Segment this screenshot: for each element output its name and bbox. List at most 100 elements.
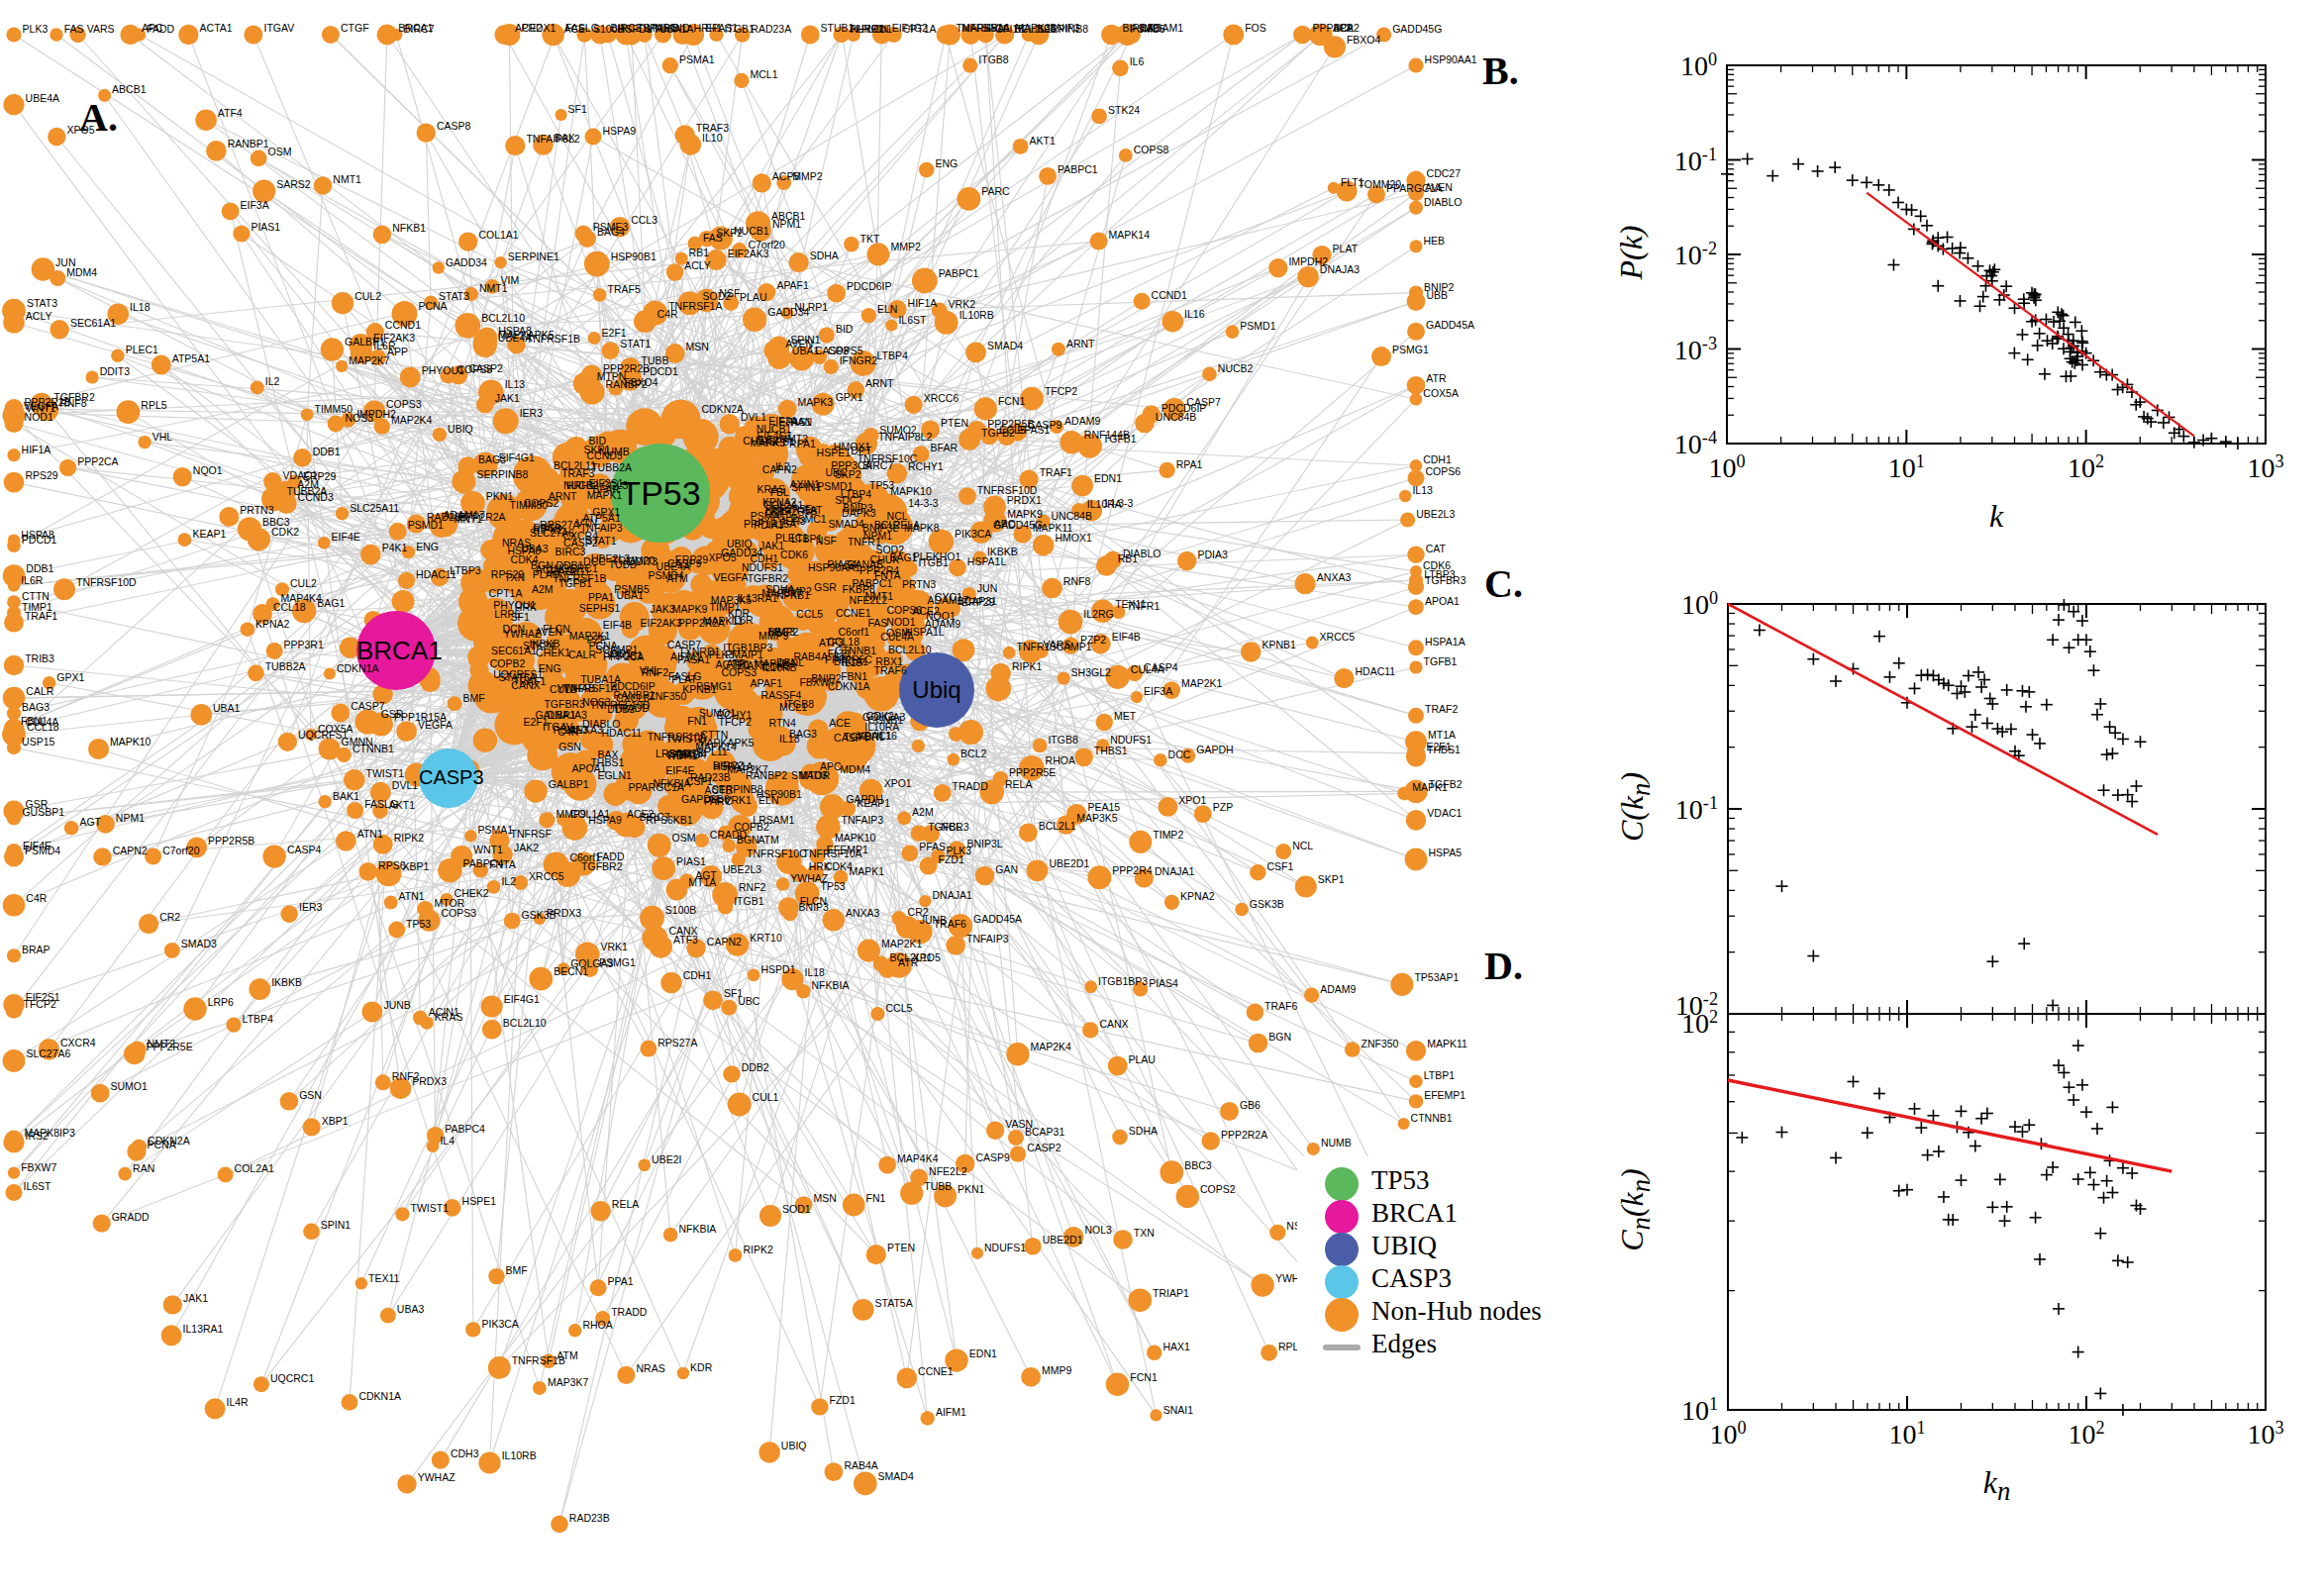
svg-text:SF1: SF1 <box>568 103 587 115</box>
svg-text:XPO1: XPO1 <box>1178 794 1206 806</box>
svg-text:MAPK14: MAPK14 <box>1109 229 1151 241</box>
svg-text:FCN1: FCN1 <box>998 395 1026 407</box>
svg-text:IKBKB: IKBKB <box>271 976 302 988</box>
svg-text:UBE2I: UBE2I <box>652 1153 681 1165</box>
svg-text:TRADD: TRADD <box>953 780 989 792</box>
svg-text:GRADD: GRADD <box>112 1211 150 1223</box>
svg-text:CTNNB1: CTNNB1 <box>353 743 394 754</box>
svg-text:SOD1: SOD1 <box>782 1203 811 1215</box>
svg-text:SLC27A6: SLC27A6 <box>26 1047 70 1059</box>
svg-text:TNFRSF10A: TNFRSF10A <box>648 731 707 743</box>
svg-text:EFEMP1: EFEMP1 <box>1424 1089 1465 1101</box>
svg-text:PKN1: PKN1 <box>486 490 514 502</box>
svg-text:HMOX1: HMOX1 <box>834 441 871 452</box>
svg-text:PLEC1: PLEC1 <box>126 344 158 355</box>
svg-text:BFAR: BFAR <box>931 442 959 453</box>
svg-text:DDB2: DDB2 <box>742 1061 769 1073</box>
svg-text:IL6ST: IL6ST <box>898 314 927 326</box>
svg-text:TIMP1: TIMP1 <box>22 601 52 613</box>
svg-text:CDKN1A: CDKN1A <box>828 680 870 692</box>
svg-text:TEX11: TEX11 <box>368 1272 399 1284</box>
svg-text:XRCC5: XRCC5 <box>529 870 564 882</box>
svg-text:NMT1: NMT1 <box>479 282 508 294</box>
svg-text:EIF2S1: EIF2S1 <box>26 991 60 1003</box>
svg-text:TOMM20: TOMM20 <box>1359 178 1402 190</box>
svg-text:GADD34: GADD34 <box>446 256 487 268</box>
svg-text:CASP8: CASP8 <box>437 120 471 132</box>
svg-text:GADD45G: GADD45G <box>1392 23 1442 35</box>
svg-text:BECN1: BECN1 <box>554 965 588 977</box>
svg-text:BNIP3: BNIP3 <box>1050 22 1080 34</box>
svg-text:ATM: ATM <box>556 1349 577 1361</box>
svg-text:PLAU: PLAU <box>1129 1053 1156 1065</box>
svg-text:JAK1: JAK1 <box>495 392 520 404</box>
svg-text:IL6ST: IL6ST <box>24 1180 52 1192</box>
svg-text:TNFR1: TNFR1 <box>1126 600 1160 612</box>
svg-text:DNAJA1: DNAJA1 <box>1155 865 1194 877</box>
svg-text:BIRC2: BIRC2 <box>713 759 744 771</box>
svg-text:CASP4: CASP4 <box>287 844 322 855</box>
svg-text:ITGB1: ITGB1 <box>734 895 764 907</box>
svg-text:CAPN2: CAPN2 <box>707 936 742 948</box>
svg-text:SDHA: SDHA <box>810 249 839 261</box>
svg-text:UBC: UBC <box>738 995 760 1007</box>
svg-text:PTEN: PTEN <box>887 1242 915 1253</box>
svg-text:RB1: RB1 <box>689 247 710 258</box>
svg-text:RPS27A: RPS27A <box>657 1037 697 1048</box>
svg-text:TUBB2A: TUBB2A <box>265 660 306 672</box>
svg-text:HAX1: HAX1 <box>1162 1341 1190 1352</box>
svg-text:MAP4K4: MAP4K4 <box>755 657 796 669</box>
svg-text:CAPN2: CAPN2 <box>762 463 797 475</box>
svg-text:KPNA2: KPNA2 <box>255 618 290 630</box>
svg-text:PSMA1: PSMA1 <box>679 53 715 65</box>
svg-text:UBC: UBC <box>826 466 849 478</box>
svg-text:RAB4A: RAB4A <box>844 1459 877 1471</box>
svg-text:TWIST1: TWIST1 <box>411 1202 450 1214</box>
svg-text:CALR: CALR <box>26 685 53 697</box>
svg-text:OSM: OSM <box>268 146 292 157</box>
svg-text:NFKBIA: NFKBIA <box>678 1223 716 1235</box>
svg-text:CUL4A: CUL4A <box>25 716 58 728</box>
svg-text:PPP3R1: PPP3R1 <box>284 639 324 650</box>
svg-text:FLT1: FLT1 <box>828 648 852 659</box>
svg-text:RB1: RB1 <box>1118 552 1139 564</box>
svg-text:TNFRSF10D: TNFRSF10D <box>977 484 1038 496</box>
svg-text:IL16: IL16 <box>1184 308 1205 320</box>
svg-text:TRAF3: TRAF3 <box>696 122 729 134</box>
svg-text:PSMD1: PSMD1 <box>1240 320 1275 332</box>
svg-text:GFI1B: GFI1B <box>995 23 1025 35</box>
svg-text:CR2: CR2 <box>159 911 180 923</box>
svg-text:NQO1: NQO1 <box>193 464 223 476</box>
svg-text:EIF3A: EIF3A <box>768 415 797 427</box>
svg-text:VHL: VHL <box>640 664 660 676</box>
svg-text:HMOX1: HMOX1 <box>1055 532 1092 544</box>
svg-text:PPP2CA: PPP2CA <box>77 455 118 467</box>
svg-text:TRAF5: TRAF5 <box>608 283 641 295</box>
svg-text:NSF: NSF <box>816 535 837 547</box>
svg-text:BAG3: BAG3 <box>22 701 50 713</box>
svg-text:C7orf20: C7orf20 <box>162 845 200 856</box>
svg-text:CCL5: CCL5 <box>796 608 823 620</box>
svg-text:CDK6: CDK6 <box>780 549 808 560</box>
svg-text:UQCRC1: UQCRC1 <box>270 1372 314 1384</box>
svg-text:RIPK1: RIPK1 <box>1012 660 1043 672</box>
svg-text:AGT: AGT <box>79 816 101 828</box>
svg-text:GADD45A: GADD45A <box>973 913 1022 925</box>
svg-text:APOA1: APOA1 <box>1425 595 1460 607</box>
svg-text:BAG3: BAG3 <box>789 728 817 740</box>
svg-text:IL18: IL18 <box>130 301 151 313</box>
svg-text:CHEK1: CHEK1 <box>536 647 570 658</box>
svg-text:AIFM1: AIFM1 <box>936 1406 966 1418</box>
svg-text:EIF4E: EIF4E <box>332 531 360 543</box>
svg-text:IL6R: IL6R <box>21 574 44 586</box>
svg-text:COX5A: COX5A <box>1423 387 1459 399</box>
svg-text:COPS3: COPS3 <box>441 907 476 919</box>
svg-text:RAD23A: RAD23A <box>751 23 791 35</box>
svg-text:IL10RB: IL10RB <box>502 1449 537 1461</box>
svg-text:TGFBR3: TGFBR3 <box>928 821 969 833</box>
svg-text:ENG: ENG <box>416 541 439 552</box>
svg-text:NCL: NCL <box>887 510 908 522</box>
svg-text:ENG: ENG <box>539 662 561 674</box>
svg-text:TIMM50: TIMM50 <box>510 499 549 511</box>
svg-text:CTNNB1: CTNNB1 <box>1411 1112 1453 1124</box>
